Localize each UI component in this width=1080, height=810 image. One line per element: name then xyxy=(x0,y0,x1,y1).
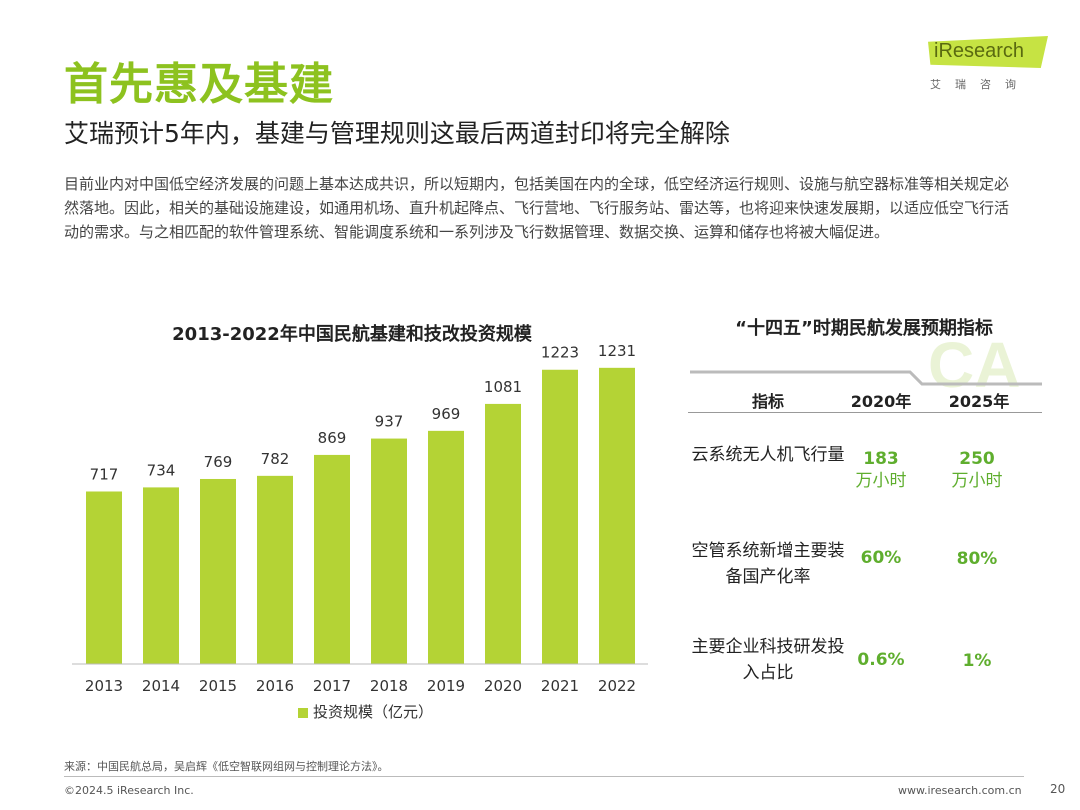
website-url: www.iresearch.com.cn xyxy=(898,784,1022,797)
bar-2016 xyxy=(257,475,293,664)
row-value-rnd-2025: 1% xyxy=(962,651,992,671)
x-tick-2015: 2015 xyxy=(199,677,237,695)
row-value-uav-2020: 183 万小时 xyxy=(836,448,926,492)
header-2020: 2020年 xyxy=(850,392,912,411)
x-tick-2018: 2018 xyxy=(370,677,408,695)
value-number: 250 xyxy=(959,449,995,469)
bar-2018 xyxy=(371,438,407,664)
x-tick-2017: 2017 xyxy=(313,677,351,695)
bar-2021 xyxy=(542,369,578,664)
body-paragraph: 目前业内对中国低空经济发展的问题上基本达成共识，所以短期内，包括美国在内的全球，… xyxy=(64,175,1010,241)
table-header: 指标 2020年 2025年 xyxy=(688,388,1042,413)
chart-title: 2013-2022年中国民航基建和技改投资规模 xyxy=(172,323,533,345)
value-unit: 万小时 xyxy=(951,471,1003,491)
data-label-2021: 1223 xyxy=(541,344,579,362)
page-title: 首先惠及基建 xyxy=(64,59,334,110)
bar-2014 xyxy=(143,487,179,664)
x-tick-2020: 2020 xyxy=(484,677,522,695)
iresearch-logo: iResearch 艾瑞咨询 xyxy=(928,36,1050,96)
bar-2017 xyxy=(314,454,350,664)
data-label-2017: 869 xyxy=(318,429,347,447)
x-tick-2016: 2016 xyxy=(256,677,294,695)
investment-bar-chart: 2013-2022年中国民航基建和技改投资规模 717 2013 734 2014 76… xyxy=(72,323,648,721)
bar-2015 xyxy=(200,478,236,664)
data-label-2014: 734 xyxy=(147,461,176,479)
source-note: 来源：中国民航总局，吴启辉《低空智联网组网与控制理论方法》。 xyxy=(64,760,389,773)
value-unit: 万小时 xyxy=(855,471,907,491)
logo-banner xyxy=(928,36,1048,68)
footer-divider xyxy=(64,776,1024,777)
row-value-atc-2020: 60% xyxy=(860,548,902,568)
copyright: ©2024.5 iResearch Inc. xyxy=(64,784,194,797)
data-label-2015: 769 xyxy=(204,453,233,471)
row-label-atc: 空管系统新增主要装备国产化率 xyxy=(691,541,845,587)
row-value-uav-2025: 250 万小时 xyxy=(932,448,1022,492)
table-decoration-line xyxy=(690,370,1042,386)
x-tick-2019: 2019 xyxy=(427,677,465,695)
bar-2013 xyxy=(86,491,122,664)
data-label-2020: 1081 xyxy=(484,378,522,396)
table-title: “十四五”时期民航发展预期指标 xyxy=(735,318,993,339)
bar-2022 xyxy=(599,367,635,664)
legend-label: 投资规模（亿元） xyxy=(313,703,433,721)
data-label-2016: 782 xyxy=(261,450,290,468)
header-indicator: 指标 xyxy=(751,392,784,411)
bar-2020 xyxy=(485,403,521,664)
bar-2019 xyxy=(428,430,464,664)
data-label-2019: 969 xyxy=(432,405,461,423)
row-value-rnd-2020: 0.6% xyxy=(857,650,905,670)
data-label-2013: 717 xyxy=(90,465,119,483)
x-tick-2013: 2013 xyxy=(85,677,123,695)
logo-text: iResearch xyxy=(934,40,1025,62)
header-2025: 2025年 xyxy=(948,392,1010,411)
legend-swatch xyxy=(298,708,308,718)
x-tick-2014: 2014 xyxy=(142,677,180,695)
data-label-2022: 1231 xyxy=(598,342,636,360)
row-label-rnd: 主要企业科技研发投入占比 xyxy=(691,637,845,683)
page-number: 20 xyxy=(1050,782,1066,796)
data-label-2018: 937 xyxy=(375,413,404,431)
row-label-uav: 云系统无人机飞行量 xyxy=(691,445,845,465)
watermark-text: CA xyxy=(928,329,1021,401)
value-number: 183 xyxy=(863,449,899,469)
row-value-atc-2025: 80% xyxy=(956,549,998,569)
chart-legend: 投资规模（亿元） xyxy=(298,703,433,721)
logo-subtext: 艾瑞咨询 xyxy=(930,78,1030,91)
x-tick-2021: 2021 xyxy=(541,677,579,695)
x-tick-2022: 2022 xyxy=(598,677,636,695)
page-subtitle: 艾瑞预计5年内，基建与管理规则这最后两道封印将完全解除 xyxy=(64,119,730,148)
